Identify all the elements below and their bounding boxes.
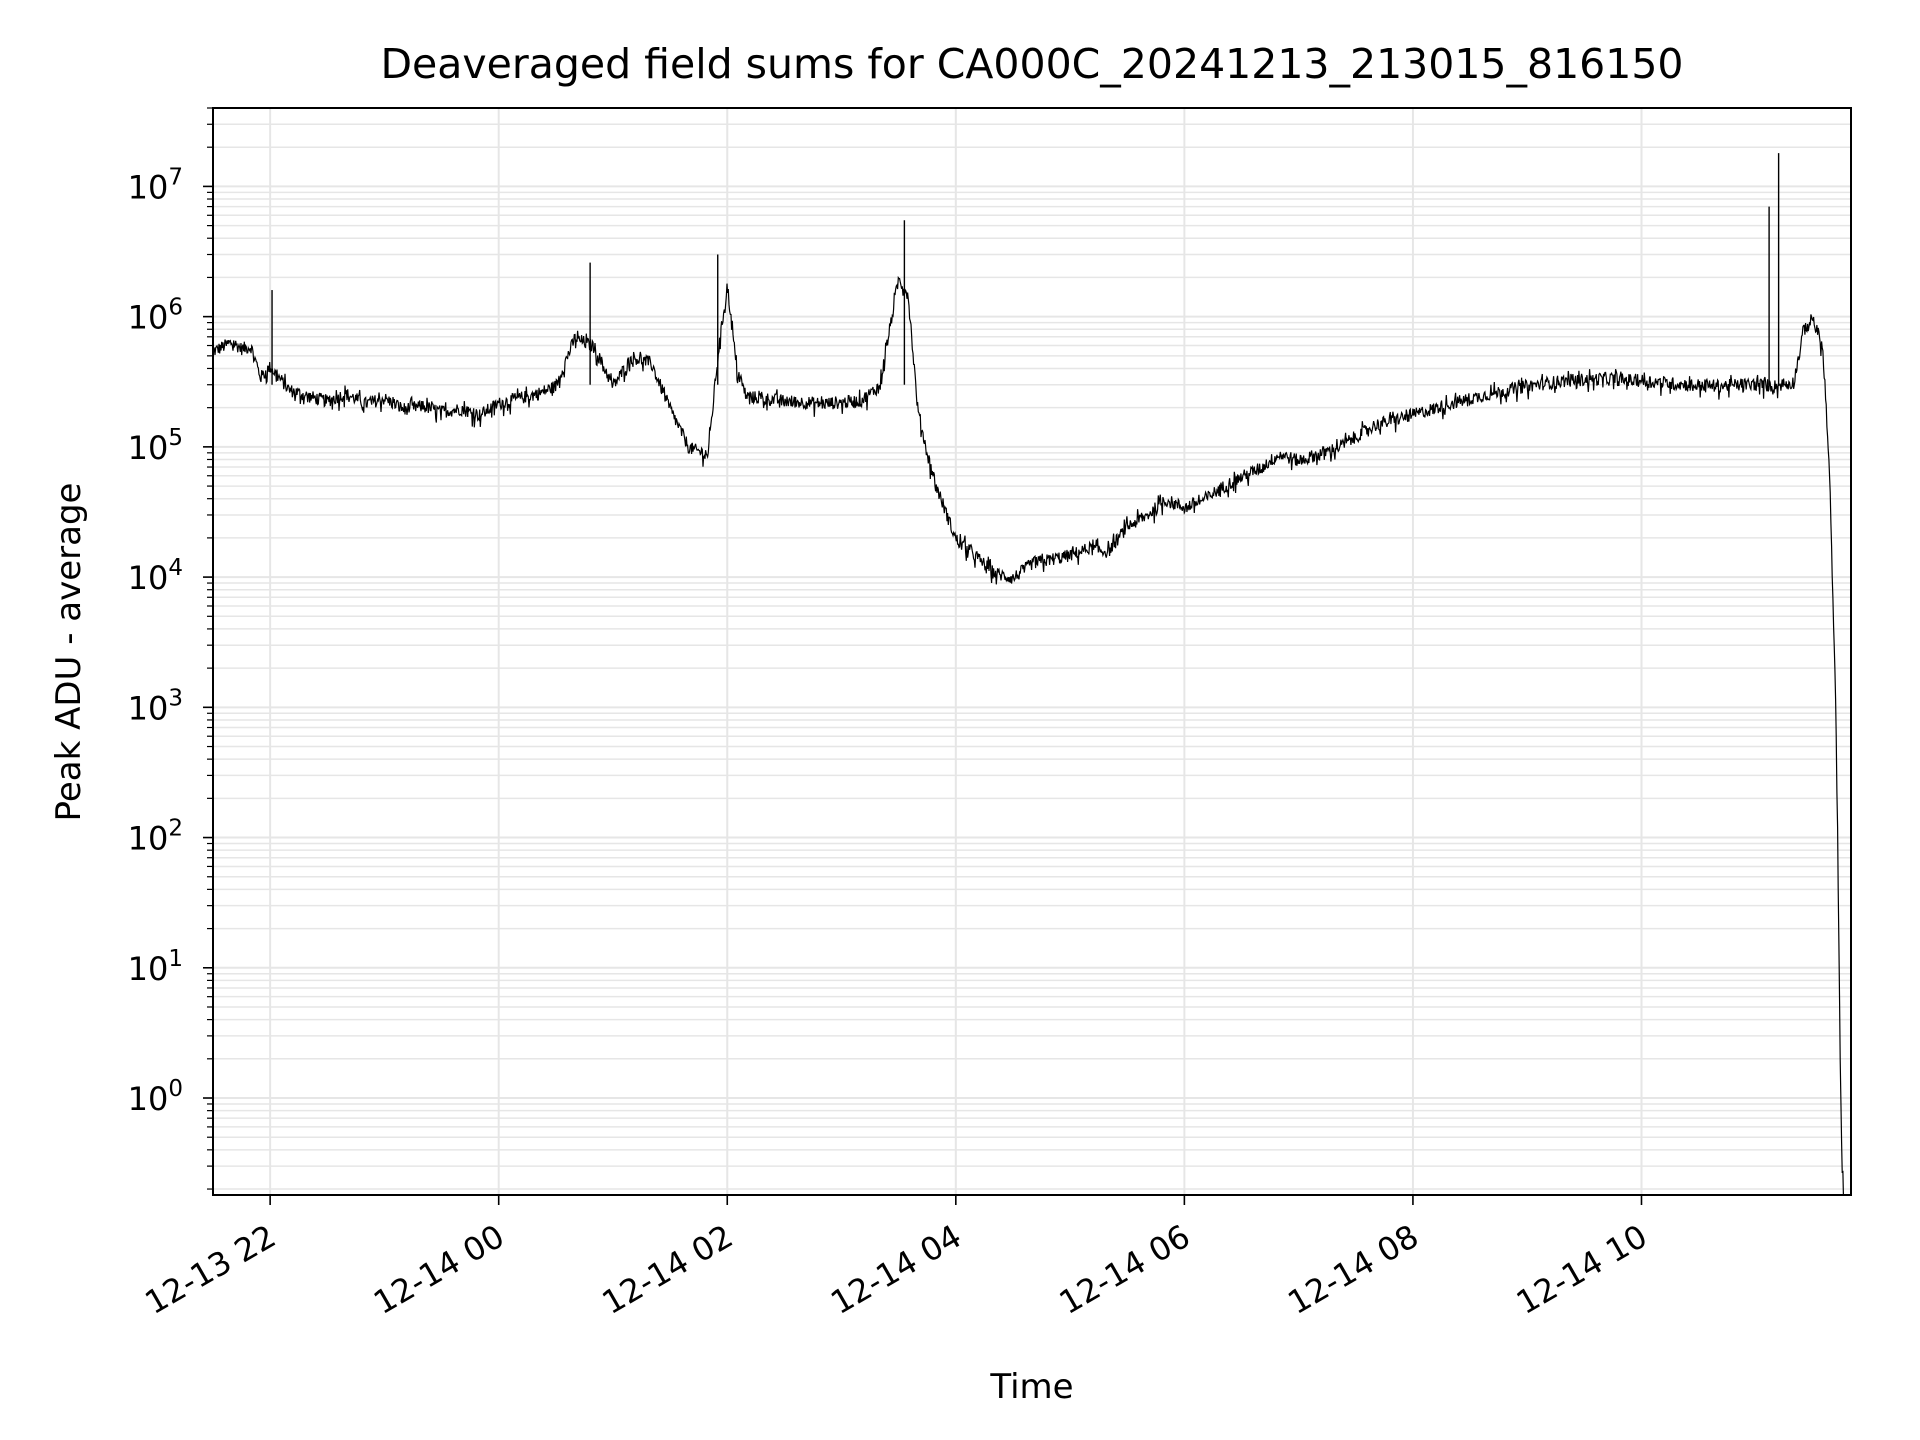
minor-grid: [213, 107, 1851, 1190]
plot-frame: [212, 107, 1852, 1196]
x-tick-label: 12-14 02: [596, 1217, 740, 1322]
x-tick-label: 12-14 10: [1510, 1217, 1654, 1322]
y-axis: 100 101 102 103 104 105 106 107: [128, 107, 213, 1190]
x-tick-label: 12-14 00: [367, 1217, 511, 1322]
chart-title: Deaveraged field sums for CA000C_2024121…: [380, 40, 1683, 88]
major-grid: [213, 108, 1851, 1195]
y-tick-label: 100: [128, 1076, 183, 1118]
x-tick-label: 12-14 06: [1053, 1217, 1197, 1322]
x-tick-label: 12-13 22: [139, 1217, 283, 1322]
series-line: [213, 275, 1844, 1196]
series-spikes: [271, 153, 1780, 385]
y-tick-label: 102: [128, 816, 183, 858]
y-tick-label: 106: [128, 295, 183, 337]
y-tick-label: 104: [128, 555, 183, 597]
y-tick-label: 105: [128, 425, 183, 467]
y-tick-label: 101: [128, 946, 183, 988]
x-tick-label: 12-14 04: [824, 1217, 968, 1322]
y-tick-label: 107: [128, 164, 183, 206]
x-tick-label: 12-14 08: [1281, 1217, 1425, 1322]
x-axis: 12-13 22 12-14 00 12-14 02 12-14 04 12-14 06…: [139, 1195, 1654, 1322]
x-axis-label: Time: [989, 1367, 1073, 1407]
y-axis-label: Peak ADU - average: [49, 483, 89, 822]
y-tick-label: 103: [128, 685, 183, 727]
